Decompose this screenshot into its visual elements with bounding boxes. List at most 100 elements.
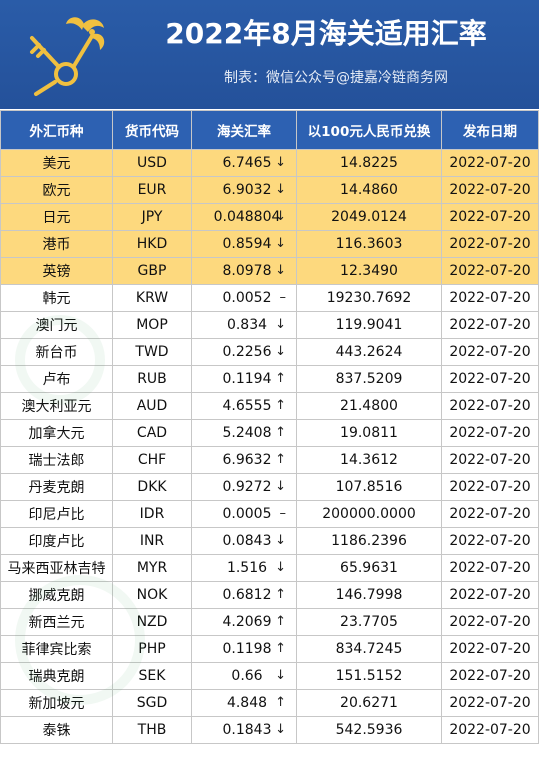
customs-rate: 6.9632 ↑ [191,446,297,474]
dash-icon: – [279,506,287,521]
currency-name: 澳大利亚元 [0,392,113,420]
currency-name: 丹麦克朗 [0,473,113,501]
currency-code: EUR [112,176,192,204]
currency-code: SGD [112,689,192,717]
publish-date: 2022-07-20 [441,338,539,366]
customs-rate: 0.0843 ↓ [191,527,297,555]
arrow-down-icon: ↓ [275,344,286,359]
customs-rate-value: 6.9032 [222,182,272,198]
customs-rate: 8.0978 ↓ [191,257,297,285]
column-header-exchange: 以100元人民币兑换 [296,110,442,150]
currency-name: 韩元 [0,284,113,312]
customs-rate: 4.6555 ↑ [191,392,297,420]
exchange-amount: 23.7705 [296,608,442,636]
arrow-down-icon: ↓ [275,533,286,548]
exchange-amount: 2049.0124 [296,203,442,231]
table-row: 印尼卢比 IDR 0.0005–200000.0000 2022-07-20 [0,500,539,528]
publish-date: 2022-07-20 [441,257,539,285]
customs-rate: 0.1194 ↑ [191,365,297,393]
publish-date: 2022-07-20 [441,581,539,609]
currency-code: HKD [112,230,192,258]
currency-code: AUD [112,392,192,420]
customs-rate: 4.2069 ↑ [191,608,297,636]
publish-date: 2022-07-20 [441,176,539,204]
page-subtitle: 制表：微信公众号@捷嘉冷链商务网 [224,70,448,86]
currency-code: MYR [112,554,192,582]
customs-rate: 0.8594 ↓ [191,230,297,258]
exchange-amount: 1186.2396 [296,527,442,555]
dash-icon: – [279,290,287,305]
currency-name: 印度卢比 [0,527,113,555]
currency-code: IDR [112,500,192,528]
publish-date: 2022-07-20 [441,149,539,177]
publish-date: 2022-07-20 [441,527,539,555]
currency-code: KRW [112,284,192,312]
currency-code: INR [112,527,192,555]
customs-rate-value: 0.1198 [222,641,272,657]
currency-code: CAD [112,419,192,447]
customs-rate-value: 0.048804 [213,209,281,225]
arrow-up-icon: ↑ [275,587,286,602]
currency-code: GBP [112,257,192,285]
customs-rate-value: 6.9632 [222,452,272,468]
table-row: 日元 JPY 0.048804 ↓ 2049.0124 2022-07-20 [0,203,539,231]
customs-rate: 4.848 ↑ [191,689,297,717]
exchange-amount: 14.3612 [296,446,442,474]
arrow-down-icon: ↓ [275,236,286,251]
customs-rate: 0.1198 ↑ [191,635,297,663]
customs-rate: 0.2256 ↓ [191,338,297,366]
table-row: 泰铢 THB 0.1843 ↓ 542.5936 2022-07-20 [0,716,539,744]
currency-name: 新加坡元 [0,689,113,717]
publish-date: 2022-07-20 [441,635,539,663]
currency-code: SEK [112,662,192,690]
currency-name: 新西兰元 [0,608,113,636]
table-row: 菲律宾比索 PHP 0.1198 ↑ 834.7245 2022-07-20 [0,635,539,663]
currency-name: 美元 [0,149,113,177]
arrow-up-icon: ↑ [275,371,286,386]
currency-code: DKK [112,473,192,501]
exchange-amount: 542.5936 [296,716,442,744]
currency-name: 卢布 [0,365,113,393]
publish-date: 2022-07-20 [441,500,539,528]
currency-name: 泰铢 [0,716,113,744]
publish-date: 2022-07-20 [441,230,539,258]
exchange-amount: 65.9631 [296,554,442,582]
customs-rate-value: 0.1194 [222,371,272,387]
currency-name: 瑞士法郎 [0,446,113,474]
customs-rate-value: 0.66 [231,668,263,684]
currency-name: 欧元 [0,176,113,204]
currency-name: 挪威克朗 [0,581,113,609]
exchange-amount: 200000.0000 [296,500,442,528]
customs-rate-value: 0.0843 [222,533,272,549]
table-row: 新台币 TWD 0.2256 ↓ 443.2624 2022-07-20 [0,338,539,366]
publish-date: 2022-07-20 [441,446,539,474]
currency-code: NZD [112,608,192,636]
customs-rate-value: 4.2069 [222,614,272,630]
table-row: 马来西亚林吉特 MYR 1.516 ↓ 65.9631 2022-07-20 [0,554,539,582]
publish-date: 2022-07-20 [441,689,539,717]
currency-code: TWD [112,338,192,366]
column-header-rate: 海关汇率 [191,110,297,150]
table-row: 澳门元 MOP 0.834 ↓ 119.9041 2022-07-20 [0,311,539,339]
currency-code: RUB [112,365,192,393]
table-row: 港币 HKD 0.8594 ↓ 116.3603 2022-07-20 [0,230,539,258]
arrow-up-icon: ↑ [275,641,286,656]
exchange-amount: 837.5209 [296,365,442,393]
publish-date: 2022-07-20 [441,716,539,744]
table-row: 瑞典克朗 SEK 0.66 ↓ 151.5152 2022-07-20 [0,662,539,690]
arrow-up-icon: ↑ [275,695,286,710]
publish-date: 2022-07-20 [441,473,539,501]
currency-code: USD [112,149,192,177]
table-row: 美元 USD 6.7465 ↓ 14.8225 2022-07-20 [0,149,539,177]
publish-date: 2022-07-20 [441,203,539,231]
exchange-amount: 146.7998 [296,581,442,609]
publish-date: 2022-07-20 [441,392,539,420]
arrow-up-icon: ↑ [275,614,286,629]
customs-rate-value: 5.2408 [222,425,272,441]
arrow-down-icon: ↓ [275,479,286,494]
arrow-down-icon: ↓ [275,560,286,575]
currency-name: 英镑 [0,257,113,285]
exchange-amount: 119.9041 [296,311,442,339]
arrow-down-icon: ↓ [275,209,286,224]
customs-rate: 0.9272 ↓ [191,473,297,501]
